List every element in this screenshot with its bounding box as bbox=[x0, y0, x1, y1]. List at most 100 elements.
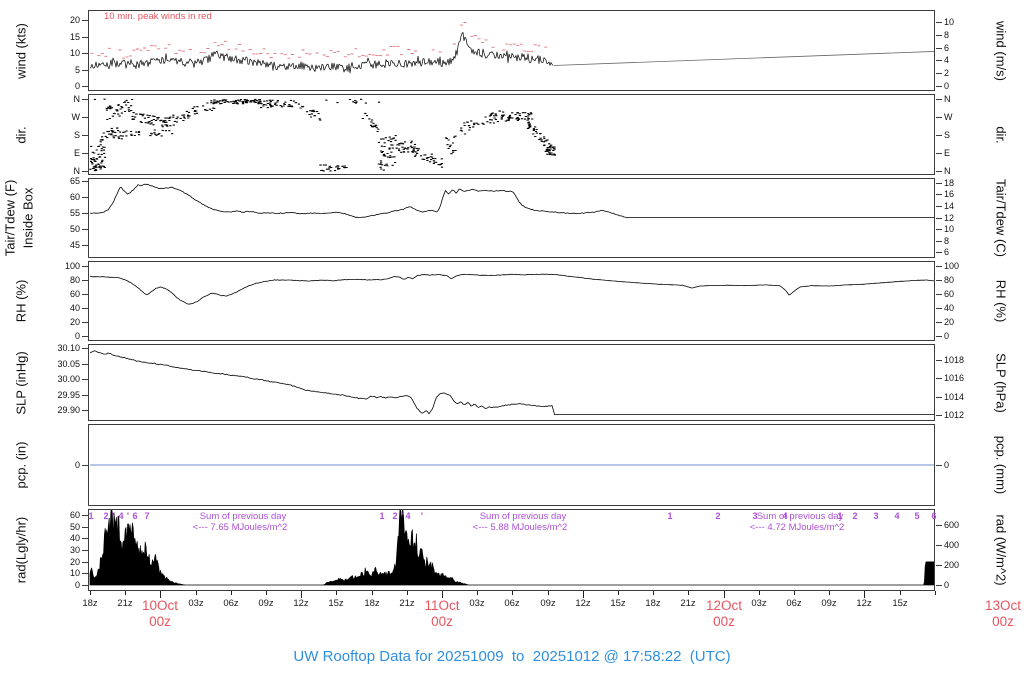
x-tick bbox=[723, 591, 725, 598]
y-tick-label: 45 bbox=[69, 240, 80, 250]
y-tick-label: S bbox=[944, 130, 951, 140]
y-tick bbox=[82, 99, 88, 100]
y-tick bbox=[82, 20, 88, 21]
x-tick-label: 18z bbox=[82, 598, 98, 609]
y-tick-label: 100 bbox=[944, 261, 960, 271]
panel-wind bbox=[88, 10, 935, 91]
y-tick-label: 10 bbox=[69, 48, 80, 58]
y-tick bbox=[82, 213, 88, 214]
y-tick-label: 15 bbox=[69, 31, 80, 42]
axis-label-right-dir: dir. bbox=[993, 125, 1009, 144]
x-tick-label: 18z bbox=[364, 598, 380, 609]
y-tick-label: 40 bbox=[944, 303, 955, 313]
x-tick-label: 15z bbox=[328, 598, 344, 609]
x-tick-label: 06z bbox=[504, 598, 520, 609]
y-tick-label: 8 bbox=[944, 29, 950, 40]
y-tick bbox=[936, 585, 942, 586]
y-tick-label: 30 bbox=[69, 545, 80, 555]
peak-wind-note: 10 min. peak winds in red bbox=[104, 11, 212, 22]
axis-label-left-rh: RH (%) bbox=[13, 279, 29, 323]
x-tick bbox=[618, 591, 619, 595]
y-tick-label: 80 bbox=[944, 275, 955, 285]
y-tick bbox=[82, 266, 88, 267]
pcp-plot bbox=[90, 464, 934, 466]
y-tick bbox=[82, 135, 88, 136]
y-tick-label: N bbox=[944, 94, 951, 104]
y-tick-label: 600 bbox=[944, 519, 960, 530]
rad-annotation-line1: Sum of previous day bbox=[199, 511, 287, 522]
x-tick-label: 21z bbox=[117, 598, 133, 609]
y-tick-label: 0 bbox=[74, 331, 80, 341]
x-tick bbox=[829, 591, 831, 595]
rad-hour-sum: ' bbox=[420, 511, 424, 521]
y-tick bbox=[936, 73, 942, 75]
slp-plot bbox=[89, 350, 934, 415]
y-tick-label: 40 bbox=[69, 303, 80, 313]
rh-plot bbox=[89, 273, 934, 305]
y-tick bbox=[936, 252, 942, 253]
rad-plot bbox=[89, 510, 934, 586]
y-tick bbox=[82, 229, 88, 230]
y-tick bbox=[82, 394, 88, 396]
x-tick-label: 06z bbox=[786, 598, 802, 609]
y-tick bbox=[936, 465, 942, 466]
y-tick bbox=[936, 21, 942, 23]
wind-plot bbox=[89, 22, 934, 74]
y-tick-label: 30.05 bbox=[57, 358, 80, 369]
rad-annotation-line1: Sum of previous day bbox=[756, 511, 844, 522]
rad-hour-sum: 3 bbox=[752, 511, 758, 521]
y-tick-label: 8 bbox=[944, 235, 950, 246]
axis-label-left-tair: Tair/Tdew (F) bbox=[2, 179, 18, 257]
y-tick-label: W bbox=[71, 112, 81, 122]
y-tick bbox=[82, 336, 88, 337]
x-tick-label: 09z bbox=[821, 598, 837, 609]
x-tick-label: 09z bbox=[540, 598, 556, 609]
y-tick bbox=[82, 36, 88, 38]
y-tick bbox=[936, 378, 942, 380]
x-tick bbox=[301, 591, 303, 598]
rad-hour-sum: 4 bbox=[782, 511, 788, 521]
axis-label-right-rad: rad (W/m^2) bbox=[993, 514, 1009, 586]
x-date-sublabel: 00z bbox=[431, 614, 453, 629]
rad-hour-sum: 7 bbox=[144, 511, 150, 521]
panel-tair bbox=[88, 178, 935, 258]
x-tick bbox=[90, 591, 91, 595]
y-tick bbox=[936, 396, 942, 398]
y-tick-label: N bbox=[73, 94, 81, 104]
y-tick-label: 0 bbox=[74, 460, 80, 470]
axis-label-right-pcp: pcp. (mm) bbox=[993, 435, 1009, 495]
y-tick-label: 30.00 bbox=[57, 374, 80, 384]
y-tick bbox=[936, 171, 942, 172]
y-tick bbox=[936, 217, 942, 219]
x-tick-label: 21z bbox=[399, 598, 415, 609]
x-tick bbox=[371, 591, 373, 595]
y-tick-label: 29.95 bbox=[57, 389, 80, 400]
y-tick bbox=[82, 538, 88, 540]
x-tick bbox=[230, 591, 232, 595]
x-tick-label: 21z bbox=[680, 598, 696, 609]
y-tick-label: 0 bbox=[74, 580, 80, 590]
y-tick-label: 4 bbox=[944, 55, 950, 66]
y-tick-label: 14 bbox=[944, 201, 955, 211]
y-tick bbox=[82, 585, 88, 586]
y-tick-label: 1014 bbox=[944, 391, 965, 402]
x-date-label: 11Oct bbox=[424, 598, 460, 613]
rad-hour-sum: 6 bbox=[931, 511, 937, 521]
axis-label-left-rad: rad(Lgly/hr) bbox=[13, 516, 29, 584]
y-tick-label: 0 bbox=[944, 81, 950, 91]
x-tick bbox=[512, 591, 514, 595]
y-tick bbox=[936, 153, 942, 154]
y-tick-label: 100 bbox=[64, 261, 80, 271]
y-tick bbox=[936, 266, 942, 267]
y-tick-label: 1012 bbox=[944, 409, 965, 420]
y-tick bbox=[82, 53, 88, 54]
y-tick bbox=[82, 245, 88, 246]
y-tick-label: 55 bbox=[69, 208, 80, 218]
y-tick bbox=[82, 410, 88, 411]
x-tick-label: 15z bbox=[610, 598, 626, 609]
y-tick bbox=[82, 308, 88, 309]
y-tick bbox=[82, 171, 88, 172]
x-date-label: 12Oct bbox=[705, 598, 743, 613]
axis-label-left-dir: dir. bbox=[13, 125, 29, 144]
rad-annotation-line2: <--- 7.65 MJoules/m^2 bbox=[192, 522, 288, 533]
